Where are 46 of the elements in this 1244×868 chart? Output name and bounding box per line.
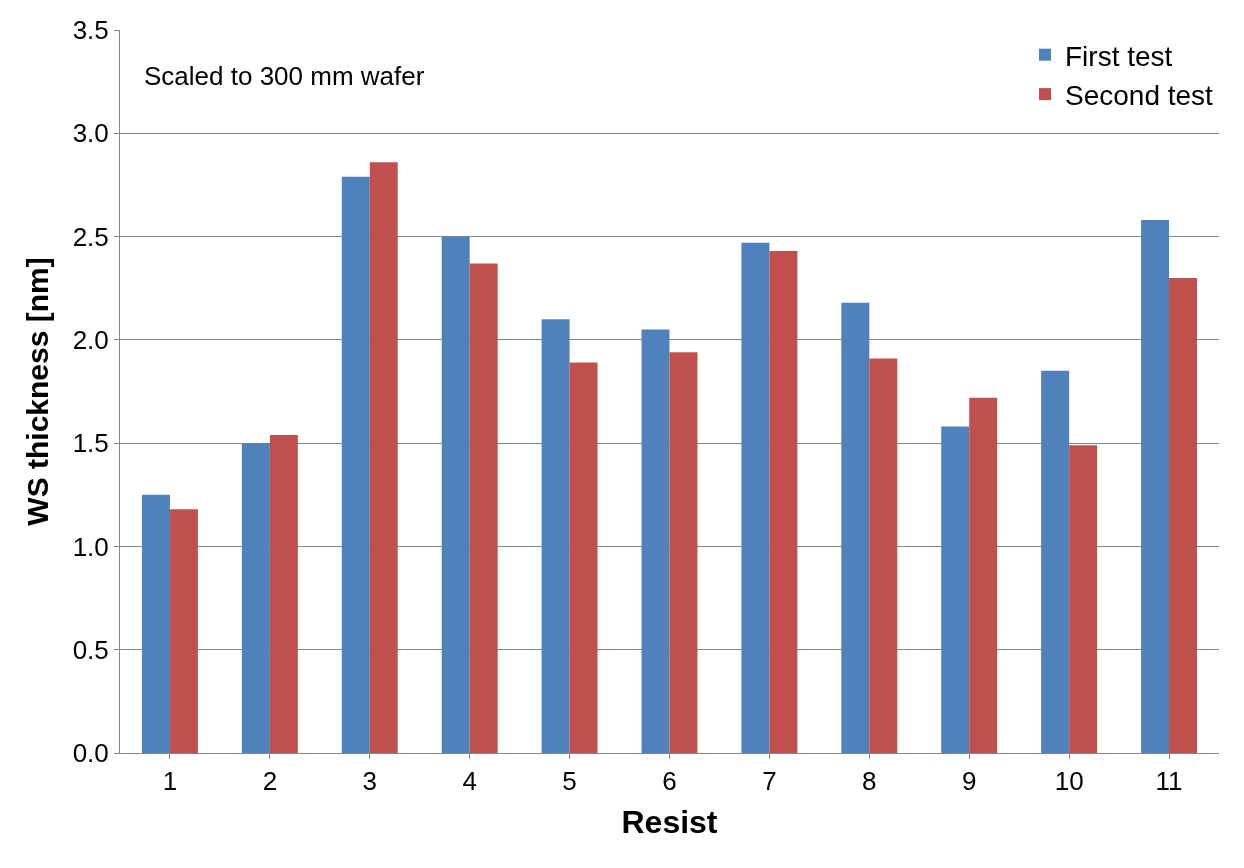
legend-label: Second test xyxy=(1065,80,1214,112)
y-tick-label: 0.5 xyxy=(72,634,109,665)
bar xyxy=(341,176,370,753)
x-tick-label: 2 xyxy=(262,766,278,797)
bar xyxy=(941,426,970,753)
bar xyxy=(441,236,470,753)
bar xyxy=(269,434,298,753)
y-tick-label: 2.5 xyxy=(72,221,109,252)
bar xyxy=(569,362,598,753)
bar xyxy=(1141,220,1170,753)
x-tick-label: 8 xyxy=(862,766,877,797)
bar xyxy=(369,162,398,753)
bar xyxy=(1041,370,1070,753)
x-tick-label: 6 xyxy=(662,766,677,797)
bar xyxy=(541,319,570,753)
x-tick-label: 7 xyxy=(762,766,777,797)
y-tick-label: 0.0 xyxy=(72,738,109,769)
x-tick-label: 10 xyxy=(1054,766,1084,797)
x-axis-title: Resist xyxy=(621,804,718,841)
bar xyxy=(869,358,898,753)
bar xyxy=(141,494,170,753)
bar xyxy=(769,251,798,753)
bar xyxy=(469,263,498,753)
x-tick-label: 1 xyxy=(162,766,178,797)
bar xyxy=(641,329,670,753)
bar xyxy=(169,509,198,753)
bar xyxy=(741,242,770,753)
x-tick-label: 4 xyxy=(462,766,477,797)
y-tick-label: 1.0 xyxy=(72,531,109,562)
y-tick-label: 3.0 xyxy=(72,118,109,149)
legend-label: First test xyxy=(1065,40,1173,72)
bar xyxy=(241,443,270,753)
bar xyxy=(1069,445,1098,753)
y-tick-label: 1.5 xyxy=(72,428,109,459)
annotation: Scaled to 300 mm wafer xyxy=(144,61,425,91)
bar xyxy=(669,352,698,753)
y-axis-title: WS thickness [nm] xyxy=(20,257,54,526)
bar xyxy=(969,397,998,753)
x-tick-label: 9 xyxy=(962,766,977,797)
x-tick-label: 5 xyxy=(562,766,577,797)
x-tick-label: 3 xyxy=(362,766,377,797)
y-tick-label: 3.5 xyxy=(72,15,109,46)
bar xyxy=(1169,277,1198,753)
y-tick-label: 2.0 xyxy=(72,324,109,355)
bar xyxy=(841,302,870,753)
x-tick-label: 11 xyxy=(1155,766,1183,797)
